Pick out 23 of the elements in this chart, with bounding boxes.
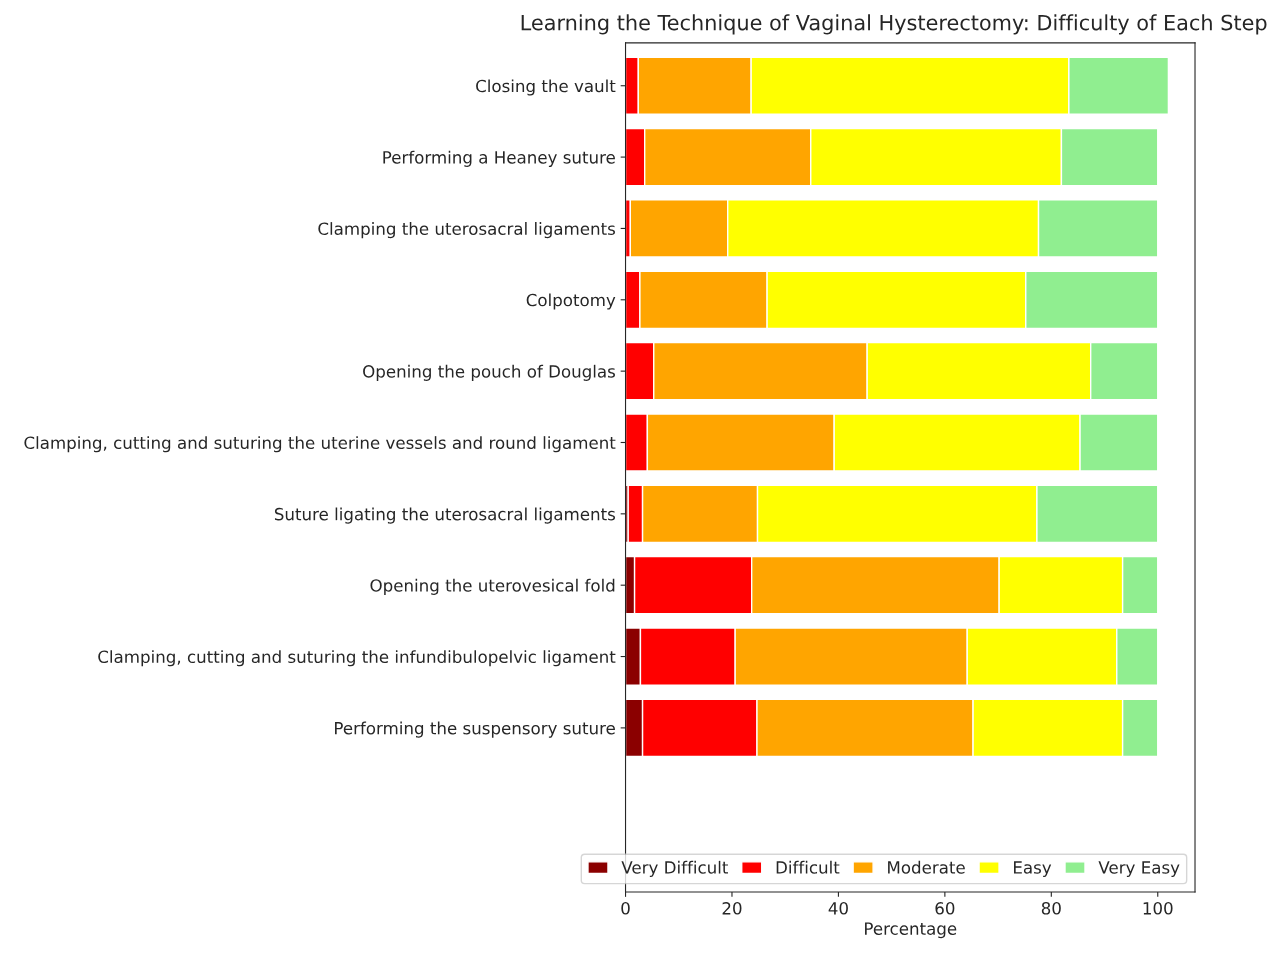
y-tick-label: Clamping the uterosacral ligaments (318, 222, 615, 239)
y-tick-label: Closing the vault (476, 79, 616, 96)
x-tick-label: 60 (935, 902, 955, 915)
x-tick-label: 80 (1041, 902, 1061, 915)
legend-label: Moderate (888, 860, 965, 874)
chart-title: Learning the Technique of Vaginal Hysterectomy: Difficulty of Each Step (521, 14, 1267, 35)
y-tick-label: Suture ligating the uterosacral ligaments (274, 507, 615, 524)
x-axis-title: Percentage (865, 922, 957, 939)
y-tick-label: Performing the suspensory suture (335, 721, 615, 738)
y-tick-label: Clamping, cutting and suturing the infundibulopelvic ligament (98, 650, 616, 667)
legend-label: Easy (1014, 861, 1052, 877)
y-tick-label: Opening the pouch of Douglas (363, 364, 615, 381)
y-tick-label: Opening the uterovesical fold (370, 578, 615, 595)
x-tick-label: 100 (1143, 902, 1173, 915)
x-tick-label: 20 (722, 902, 742, 915)
y-tick-label: Colpotomy (526, 293, 616, 310)
legend-label: Very Easy (1098, 861, 1180, 877)
legend-label: Difficult (776, 860, 840, 874)
legend-label: Very Difficult (621, 860, 728, 877)
x-tick-label: 0 (621, 902, 630, 915)
x-tick-label: 40 (828, 902, 848, 915)
y-tick-label: Clamping, cutting and suturing the uterine vessels and round ligament (24, 436, 616, 453)
y-tick-label: Performing a Heaney suture (383, 150, 615, 167)
